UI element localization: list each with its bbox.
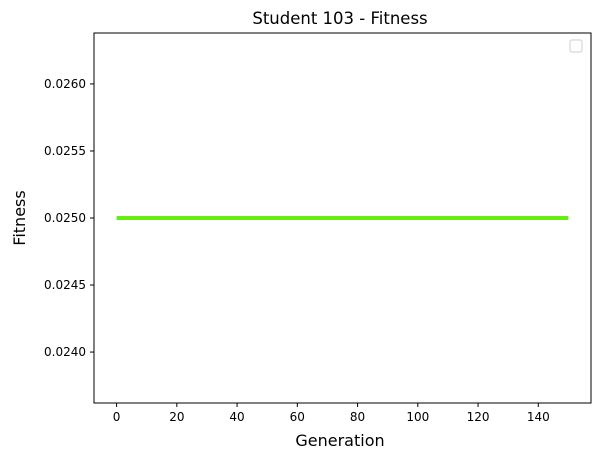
y-tick-label: 0.0245 [44,278,86,292]
x-tick-label: 60 [290,410,305,424]
y-tick-label: 0.0260 [44,77,86,91]
legend-box [569,39,583,53]
y-tick-label: 0.0255 [44,144,86,158]
x-axis: 0 20 40 60 80 100 120 140 [113,403,550,424]
y-tick-label: 0.0240 [44,345,86,359]
chart-title: Student 103 - Fitness [252,9,427,28]
x-tick-label: 40 [229,410,244,424]
y-tick-label: 0.0250 [44,211,86,225]
x-tick-label: 140 [527,410,550,424]
x-tick-label: 20 [169,410,184,424]
x-tick-label: 0 [113,410,121,424]
x-tick-label: 80 [350,410,365,424]
y-axis: 0.0240 0.0245 0.0250 0.0255 0.0260 [44,77,94,359]
x-tick-label: 120 [467,410,490,424]
y-axis-label: Fitness [10,190,29,245]
x-axis-label: Generation [295,431,384,450]
x-tick-label: 100 [406,410,429,424]
